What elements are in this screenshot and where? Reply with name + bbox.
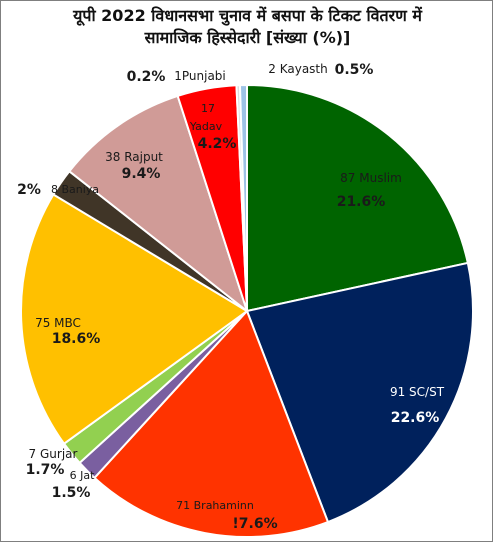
pie-slice-mbc [20,193,249,446]
slice-percent-baniya: 2% [17,182,41,198]
slice-label-muslim: 87 Muslim [340,171,402,185]
slice-label-brahaminn: 71 Brahaminn [176,499,254,512]
slice-label-jat: 6 Jat [70,469,95,482]
slice-label-scst: 91 SC/ST [390,385,445,399]
slice-percent-gurjar: 1.7% [26,462,65,478]
slice-name-yadav: Yadav [189,120,223,133]
slice-percent-mbc: 18.6% [52,331,101,347]
slice-label-gurjar: 7 Gurjar [29,447,78,461]
pie-slice-kayasth [238,83,248,312]
slice-percent-jat: 1.5% [52,485,91,501]
pie-slices [20,83,475,538]
slice-percent-muslim: 21.6% [337,194,386,210]
chart-title: यूपी 2022 विधानसभा चुनाव में बसपा के टिक… [1,5,492,49]
slice-percent-yadav: 4.2% [198,136,237,152]
chart-title-line-1: यूपी 2022 विधानसभा चुनाव में बसपा के टिक… [73,6,422,25]
slice-percent-brahaminn: !7.6% [232,516,277,532]
slice-percent-rajput: 9.4% [122,166,161,182]
slice-label-punjabi: 1Punjabi [174,69,226,83]
slice-label-baniya: 8 Baniya [51,183,99,196]
pie-slice-brahaminn [93,309,330,538]
slice-percent-punjabi: 0.2% [127,69,166,85]
slice-label-rajput: 38 Rajput [105,150,163,164]
slice-percent-scst: 22.6% [391,410,440,426]
slice-label-kayasth: 2 Kayasth [268,62,327,76]
chart-title-line-2: सामाजिक हिस्सेदारी [संख्या (%)] [144,28,351,47]
pie-slice-muslim [246,83,470,313]
pie-slice-rajput [67,94,249,314]
slice-label-mbc: 75 MBC [35,316,81,330]
slice-percent-kayasth: 0.5% [335,62,374,78]
slice-count-yadav: 17 [201,102,215,115]
